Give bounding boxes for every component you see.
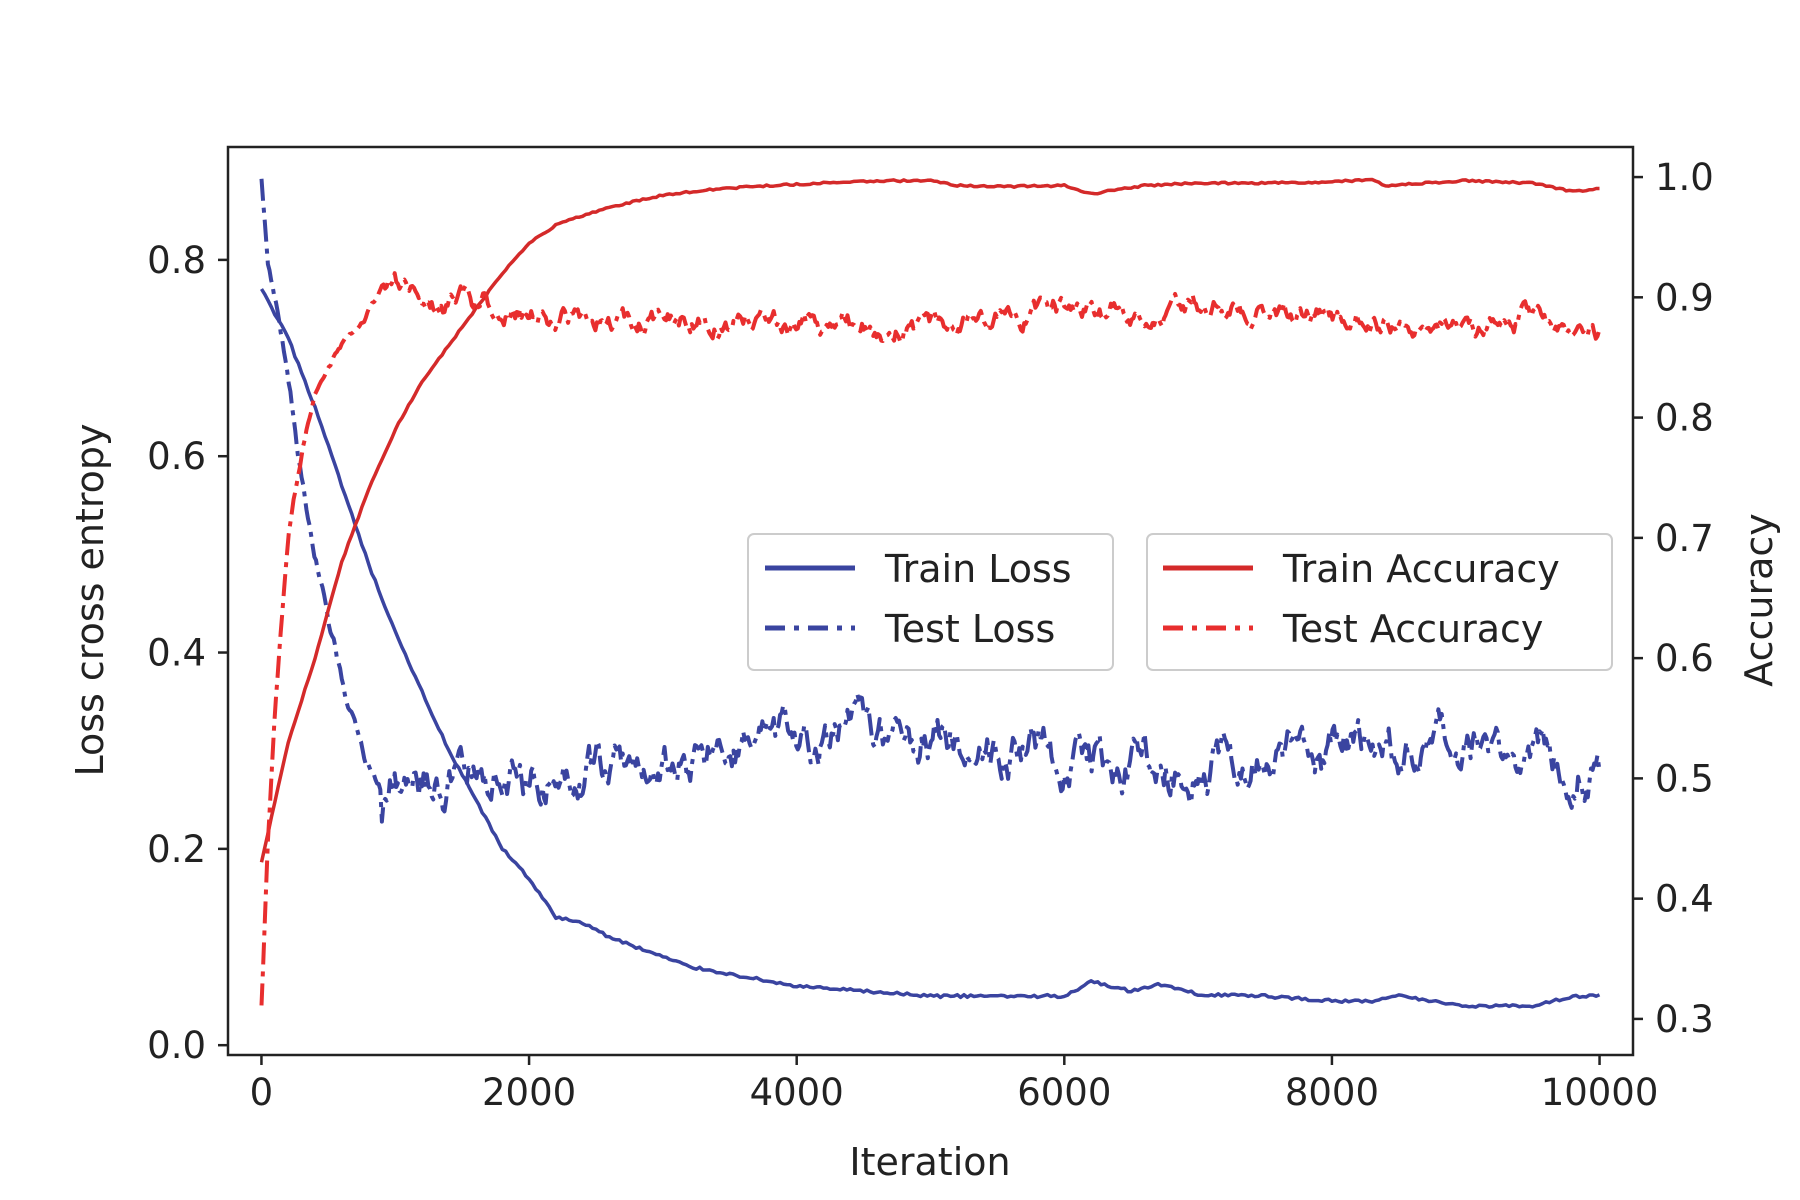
x-axis-title: Iteration <box>849 1140 1010 1184</box>
right-y-axis: 0.3 0.4 0.5 0.6 0.7 0.8 0.9 1.0 <box>1633 156 1714 1041</box>
left-y-tick-label: 0.6 <box>147 435 206 478</box>
right-y-tick-label: 0.7 <box>1655 517 1714 560</box>
legend-loss: Train Loss Test Loss <box>747 533 1114 671</box>
legend-accuracy: Train Accuracy Test Accuracy <box>1146 533 1613 671</box>
legend-accuracy-box <box>1146 533 1613 671</box>
x-tick-label: 8000 <box>1285 1071 1379 1114</box>
left-y-tick-label: 0.4 <box>147 632 206 675</box>
legend-test-accuracy-label: Test Accuracy <box>1282 607 1543 651</box>
test-loss-line <box>259 178 1601 824</box>
series-layer <box>259 177 1601 1009</box>
x-tick-label: 0 <box>250 1071 274 1114</box>
x-axis: 0 2000 4000 6000 8000 10000 <box>250 1055 1659 1114</box>
test-accuracy-line <box>259 271 1601 1006</box>
right-y-tick-label: 0.3 <box>1655 998 1714 1041</box>
left-y-axis-title: Loss cross entropy <box>68 423 112 776</box>
x-tick-label: 2000 <box>482 1071 576 1114</box>
plot-frame <box>226 145 1635 1057</box>
x-tick-label: 6000 <box>1017 1071 1111 1114</box>
left-y-tick-label: 0.2 <box>147 828 206 871</box>
right-y-axis-title: Accuracy <box>1737 513 1781 687</box>
left-y-tick-label: 0.0 <box>147 1024 206 1067</box>
legend-test-loss-label: Test Loss <box>884 607 1055 651</box>
left-y-axis: 0.0 0.2 0.4 0.6 0.8 <box>147 239 228 1067</box>
right-y-tick-label: 0.8 <box>1655 397 1714 440</box>
x-tick-label: 10000 <box>1541 1071 1659 1114</box>
right-y-tick-label: 0.9 <box>1655 276 1714 319</box>
train-loss-line <box>260 288 1601 1009</box>
legend-train-loss-label: Train Loss <box>884 547 1072 591</box>
right-y-tick-label: 0.5 <box>1655 757 1714 800</box>
right-y-tick-label: 0.4 <box>1655 878 1714 921</box>
x-tick-label: 4000 <box>750 1071 844 1114</box>
right-y-tick-label: 1.0 <box>1655 156 1714 199</box>
train-accuracy-line <box>259 177 1600 863</box>
legend-train-accuracy-label: Train Accuracy <box>1282 547 1560 591</box>
left-y-tick-label: 0.8 <box>147 239 206 282</box>
right-y-tick-label: 0.6 <box>1655 637 1714 680</box>
